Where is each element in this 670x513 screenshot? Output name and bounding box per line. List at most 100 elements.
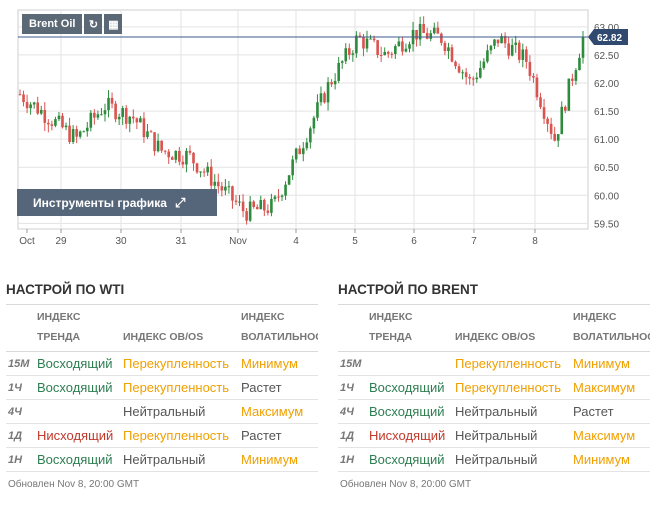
candle-body bbox=[121, 108, 124, 117]
obos-cell: Перекупленность bbox=[123, 380, 230, 395]
header-obos: ИНДЕКС OB/OS bbox=[455, 331, 536, 343]
candle-body bbox=[284, 184, 287, 196]
chart-axes: 63.00 62.50 62.00 61.50 61.00 60.50 60.00 59.50… bbox=[18, 23, 628, 247]
table-row: 1Н Восходящий Нейтральный Минимум bbox=[338, 448, 650, 472]
volatility-cell: Максимум bbox=[241, 404, 304, 419]
candle-body bbox=[475, 77, 479, 80]
candle-body bbox=[404, 48, 408, 52]
candle-body bbox=[486, 50, 489, 62]
trend-cell: Восходящий bbox=[369, 380, 445, 395]
chart-tools-label: Инструменты графика bbox=[33, 195, 167, 210]
candle-body bbox=[418, 23, 422, 40]
candle-body bbox=[43, 109, 47, 123]
candle-body bbox=[153, 132, 156, 152]
candle-body bbox=[348, 48, 351, 55]
trend-cell: Нисходящий bbox=[369, 428, 446, 443]
candle-body bbox=[167, 151, 171, 158]
timeframe-cell: 4Ч bbox=[340, 406, 354, 418]
candle-body bbox=[500, 36, 503, 44]
obos-cell: Перекупленность bbox=[123, 356, 230, 371]
refresh-icon[interactable]: ↻ bbox=[84, 14, 103, 34]
trend-cell: Нисходящий bbox=[37, 428, 114, 443]
price-tick-label: 63.00 bbox=[594, 23, 619, 34]
candle-body bbox=[128, 116, 132, 124]
candle-body bbox=[170, 157, 174, 160]
candle-body bbox=[216, 181, 220, 187]
table-row: 1Н Восходящий Нейтральный Минимум bbox=[6, 448, 318, 472]
calendar-icon[interactable]: ▦ bbox=[104, 14, 123, 34]
candle-body bbox=[542, 107, 546, 119]
candle-body bbox=[132, 116, 135, 119]
candle-body bbox=[496, 39, 500, 44]
trend-cell: Восходящий bbox=[369, 452, 445, 467]
candle-body bbox=[146, 131, 149, 138]
candle-body bbox=[64, 125, 68, 128]
chart-tools-button[interactable]: Инструменты графика ⤢ bbox=[17, 189, 217, 216]
date-tick-label: 8 bbox=[532, 236, 538, 247]
candle-body bbox=[323, 93, 326, 103]
candle-body bbox=[47, 122, 50, 125]
timeframe-cell: 1Н bbox=[340, 454, 355, 466]
candle-body bbox=[82, 131, 86, 133]
candle-body bbox=[390, 53, 394, 55]
candle-body bbox=[68, 125, 71, 143]
candle-body bbox=[259, 200, 263, 210]
obos-cell: Перекупленность bbox=[455, 380, 562, 395]
brent-panel-title: НАСТРОЙ ПО BRENT bbox=[338, 282, 650, 305]
candle-body bbox=[178, 150, 181, 162]
candle-body bbox=[436, 27, 440, 34]
candle-body bbox=[386, 51, 390, 54]
candle-body bbox=[362, 37, 365, 49]
candle-body bbox=[103, 110, 107, 115]
candle-body bbox=[238, 201, 241, 203]
candle-body bbox=[135, 118, 139, 123]
candle-body bbox=[546, 118, 549, 124]
obos-cell: Нейтральный bbox=[455, 404, 538, 419]
header-vol-2: ВОЛАТИЛЬНОСТИ bbox=[573, 331, 650, 343]
candle-body bbox=[457, 66, 461, 73]
candle-body bbox=[319, 93, 323, 103]
volatility-cell: Растет bbox=[241, 428, 282, 443]
candle-body bbox=[85, 127, 89, 132]
candle-body bbox=[358, 35, 362, 38]
candle-body bbox=[142, 118, 146, 138]
price-tick-label: 59.50 bbox=[594, 219, 619, 230]
candle-body bbox=[107, 97, 110, 111]
instrument-label[interactable]: Brent Oil bbox=[22, 14, 83, 34]
candle-body bbox=[330, 82, 333, 85]
candle-body bbox=[401, 41, 404, 52]
candle-body bbox=[294, 148, 298, 160]
candle-body bbox=[245, 211, 248, 221]
obos-cell: Нейтральный bbox=[455, 452, 538, 467]
candle-body bbox=[156, 140, 160, 152]
candle-body bbox=[57, 115, 61, 120]
candle-body bbox=[443, 42, 447, 52]
candle-body bbox=[340, 61, 344, 63]
price-chart[interactable]: 63.00 62.50 62.00 61.50 61.00 60.50 60.00 59.50… bbox=[0, 0, 670, 252]
volatility-cell: Максимум bbox=[573, 380, 636, 395]
candle-body bbox=[351, 53, 355, 55]
candle-body bbox=[248, 201, 252, 221]
candle-body bbox=[71, 129, 75, 143]
candle-body bbox=[461, 72, 464, 74]
volatility-cell: Растет bbox=[241, 380, 282, 395]
candle-body bbox=[29, 104, 32, 109]
table-row: 15M Перекупленность Минимум bbox=[338, 352, 650, 376]
candle-body bbox=[163, 150, 167, 152]
candle-body bbox=[234, 200, 238, 202]
timeframe-cell: 1Д bbox=[340, 430, 355, 442]
candle-body bbox=[379, 54, 383, 56]
header-vol-2: ВОЛАТИЛЬНОСТИ bbox=[241, 331, 318, 343]
table-row: 1Д Нисходящий Нейтральный Максимум bbox=[338, 424, 650, 448]
candle-body bbox=[429, 33, 433, 39]
current-price-label: 62.82 bbox=[597, 33, 622, 44]
candle-body bbox=[192, 152, 195, 164]
candle-body bbox=[383, 51, 387, 56]
candle-body bbox=[553, 133, 556, 141]
candle-body bbox=[202, 171, 206, 173]
candle-body bbox=[100, 114, 103, 116]
volatility-cell: Максимум bbox=[573, 428, 636, 443]
candle-body bbox=[447, 47, 450, 52]
wti-table-header: ИНДЕКС ТРЕНДА ИНДЕКС OB/OS ИНДЕКС ВОЛАТИ… bbox=[6, 305, 318, 352]
obos-cell: Нейтральный bbox=[123, 452, 206, 467]
